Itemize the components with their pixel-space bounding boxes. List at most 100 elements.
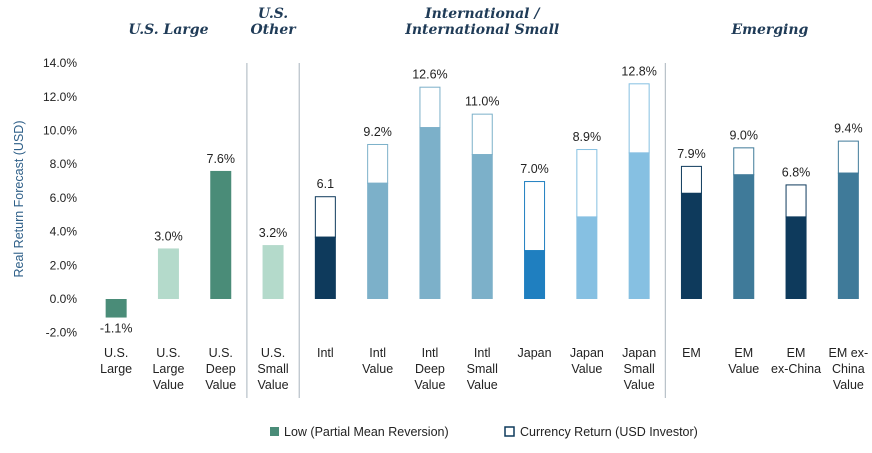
category-label: EM [734,346,753,360]
category-label: Intl [317,346,334,360]
low-return-bar [680,192,702,299]
low-return-bar [367,182,389,299]
category-label: Japan [518,346,552,360]
category-label: Small [624,362,655,376]
legend-swatch-currency [504,426,515,437]
data-label: 3.2% [259,226,288,240]
data-label: 7.0% [520,162,549,176]
y-tick-label: 0.0% [50,292,78,306]
category-label: Value [728,362,759,376]
low-return-bar [105,299,127,318]
currency-return-bar [680,165,702,194]
data-label: 7.9% [677,147,706,161]
category-label: Value [467,378,498,392]
y-tick-label: 6.0% [50,191,78,205]
category-labels: U.S. Large U.S. Large Value U.S. Deep Value U.S.… [100,346,868,392]
group-headers: U.S. Large U.S.Other International /Intern… [128,6,808,38]
category-label: Deep [206,362,236,376]
group-header: International Small [404,22,559,38]
category-label: U.S. [261,346,285,360]
y-tick-label: 4.0% [50,225,78,239]
group-header: International / [424,6,541,22]
low-return-bar [157,248,179,299]
y-axis-label: Real Return Forecast (USD) [12,121,26,278]
category-label: U.S. [209,346,233,360]
category-label: EM [787,346,806,360]
group-header: Emerging [730,22,808,38]
data-label: 6.8% [782,165,811,179]
category-label: Value [571,362,602,376]
category-label: Value [258,378,289,392]
y-axis: Real Return Forecast (USD) -2.0% 0.0% 2.0%… [12,56,77,340]
category-label: Intl [474,346,491,360]
data-label: 11.0% [465,95,500,109]
low-return-bar [314,236,336,299]
data-label: 9.2% [363,125,392,139]
category-label: Value [833,378,864,392]
currency-return-bar [785,184,807,218]
y-tick-label: 14.0% [43,56,77,70]
category-label: EM ex- [829,346,869,360]
category-label: Small [257,362,288,376]
group-header: U.S. [258,6,288,22]
group-header: U.S. Large [128,22,208,38]
data-label: 3.0% [154,229,183,243]
category-label: Small [467,362,498,376]
y-tick-label: 12.0% [43,90,77,104]
low-return-bar [524,250,546,299]
category-label: Intl [369,346,386,360]
category-label: Value [414,378,445,392]
category-label: U.S. [156,346,180,360]
data-label: 8.9% [573,130,602,144]
data-label: 9.0% [730,128,759,142]
currency-return-bar [419,86,441,129]
bars [105,83,859,318]
low-return-bar [785,216,807,299]
low-return-bar [210,170,232,299]
low-return-bar [628,152,650,299]
category-label: Value [362,362,393,376]
category-label: Japan [622,346,656,360]
currency-return-bar [628,83,650,154]
category-label: Value [205,378,236,392]
low-return-bar [733,174,755,299]
category-label: Value [153,378,184,392]
category-label: ex-China [771,362,821,376]
low-return-bar [837,172,859,299]
data-label: 12.8% [621,64,656,78]
currency-return-bar [733,147,755,176]
data-label: 12.6% [412,68,447,82]
currency-return-bar [837,140,859,174]
category-label: U.S. [104,346,128,360]
currency-return-bar [314,196,336,238]
low-return-bar [419,127,441,299]
category-label: EM [682,346,701,360]
low-return-bar [262,245,284,299]
group-header: Other [250,22,297,38]
data-label: 7.6% [207,152,236,166]
data-label: 9.4% [834,122,863,136]
y-tick-label: 8.0% [50,157,78,171]
category-label: China [832,362,865,376]
y-tick-label: 10.0% [43,124,77,138]
currency-return-bar [367,143,389,184]
y-tick-label: 2.0% [50,258,78,272]
category-label: Large [152,362,184,376]
data-label: -1.1% [100,322,133,336]
currency-return-bar [471,113,493,156]
legend: Low (Partial Mean Reversion) Currency Re… [270,425,698,439]
low-return-bar [576,216,598,299]
legend-label-low: Low (Partial Mean Reversion) [284,425,449,439]
data-label: 6.1 [317,177,334,191]
data-labels: -1.1% 3.0% 7.6% 3.2% 6.1 9.2% 12.6% 11.0% 7.0% 8.… [100,64,863,335]
category-label: Large [100,362,132,376]
category-label: Japan [570,346,604,360]
group-dividers [246,63,666,398]
category-label: Deep [415,362,445,376]
category-label: Value [624,378,655,392]
legend-swatch-low [270,427,279,436]
currency-return-bar [524,181,546,252]
y-tick-label: -2.0% [46,326,78,340]
legend-label-currency: Currency Return (USD Investor) [520,425,698,439]
category-label: Intl [422,346,439,360]
